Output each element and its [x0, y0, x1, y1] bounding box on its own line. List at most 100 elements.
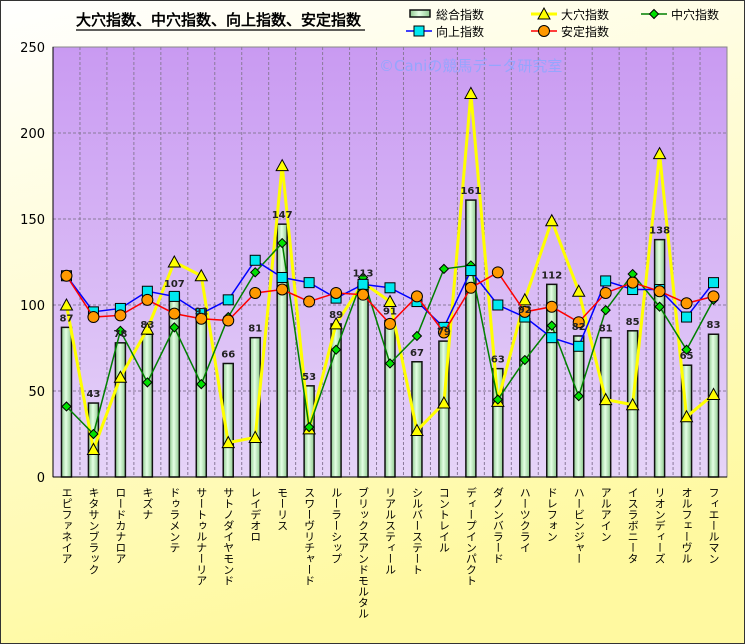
circle-marker [518, 305, 531, 318]
diamond-marker [600, 304, 611, 316]
circle-marker [168, 307, 181, 320]
data-label: 107 [164, 279, 185, 290]
x-tick-label: コントレイル [437, 487, 450, 553]
triangle-marker [140, 322, 155, 335]
triangle-marker [383, 294, 397, 308]
x-tick-label: スワーヴリチャード [303, 487, 316, 586]
y-tick-label: 150 [20, 213, 45, 228]
x-tick-label: ブリックスアンドモルタル [357, 486, 370, 619]
data-label: 63 [491, 355, 505, 366]
triangle-marker [652, 146, 667, 160]
data-label: 91 [194, 306, 208, 317]
line-series-安定指数 [60, 266, 720, 339]
chart-title: 大穴指数、中穴指数、向上指数、安定指数 [76, 11, 362, 29]
circle-marker [464, 281, 477, 294]
data-label: 92 [518, 305, 532, 316]
square-marker [600, 275, 612, 287]
diamond-marker [115, 325, 126, 337]
square-marker [546, 332, 558, 344]
y-tick-label: 250 [20, 41, 45, 56]
triangle-marker [329, 316, 343, 330]
diamond-marker [654, 301, 665, 312]
x-tick-label: ハービンジャー [572, 487, 585, 564]
data-label: 138 [649, 226, 670, 237]
triangle-marker [544, 213, 559, 227]
data-label: 43 [86, 389, 100, 400]
circle-marker [572, 316, 585, 329]
data-label: 66 [221, 349, 235, 360]
y-tick-label: 100 [20, 299, 45, 314]
x-tick-label: ダノンバラード [491, 487, 504, 564]
bar-総合指数 [168, 292, 181, 478]
data-label: 83 [140, 320, 154, 331]
data-label: 161 [460, 186, 481, 197]
bar-総合指数 [357, 281, 369, 478]
circle-marker [410, 290, 423, 303]
diamond-marker [438, 263, 450, 275]
diamond-marker [384, 358, 396, 369]
circle-marker [599, 286, 612, 299]
y-tick-label: 0 [37, 471, 45, 486]
diamond-marker [249, 267, 261, 278]
square-marker [357, 278, 369, 290]
triangle-marker [598, 392, 613, 406]
square-marker [276, 271, 288, 283]
diamond-marker [573, 390, 584, 402]
data-label: 81 [248, 324, 262, 335]
circle-marker [545, 300, 558, 313]
legend-label: 中穴指数 [671, 7, 719, 22]
triangle-marker [410, 423, 424, 437]
square-marker [573, 340, 585, 352]
x-tick-label: ドレフォン [545, 487, 558, 542]
triangle-marker [86, 442, 101, 455]
data-label: 82 [572, 322, 586, 333]
x-tick-label: シルバーステート [410, 487, 423, 575]
circle-marker [357, 288, 370, 301]
bar-総合指数 [141, 333, 154, 478]
circle-marker [680, 297, 693, 310]
triangle-marker [706, 387, 721, 400]
diamond-marker [61, 401, 72, 412]
data-label: 65 [680, 351, 694, 362]
axes: 0 50 100 150 200 250 エピファネイア キタサンブラック ロードカナロア キズナ… [20, 41, 727, 619]
y-tick-label: 50 [28, 385, 45, 400]
circle-marker [141, 293, 154, 306]
square-marker [249, 254, 261, 266]
data-label: 81 [599, 324, 613, 335]
circle-marker [384, 317, 396, 330]
triangle-marker [679, 409, 694, 423]
square-marker [168, 290, 180, 302]
x-tick-label: キタサンブラック [87, 487, 100, 575]
diamond-marker [681, 344, 692, 355]
triangle-marker [167, 254, 182, 268]
y-tick-label: 200 [20, 127, 45, 142]
x-tick-label: ルーラーシップ [330, 487, 343, 564]
triangle-marker [625, 397, 640, 411]
x-tick-label: モーリス [276, 487, 289, 531]
x-tick-label: エピファネイア [60, 487, 73, 564]
triangle-marker [194, 268, 209, 282]
data-label: 112 [541, 270, 562, 281]
square-marker [384, 282, 396, 294]
diamond-marker [546, 320, 557, 331]
bar-総合指数 [599, 336, 612, 478]
circle-marker [87, 311, 100, 324]
legend-circle-marker [538, 25, 550, 37]
triangle-marker [437, 395, 451, 409]
diamond-marker [142, 377, 153, 388]
triangle-marker [221, 435, 236, 449]
bar-総合指数 [707, 333, 720, 478]
circle-marker [60, 269, 73, 282]
diamond-marker [492, 394, 504, 405]
legend-item: 大穴指数 [531, 6, 609, 22]
x-tick-label: リオンディーズ [653, 487, 666, 564]
square-marker [303, 277, 315, 289]
data-label: 87 [60, 313, 74, 324]
circle-marker [249, 286, 262, 299]
bar-総合指数 [572, 335, 585, 478]
legend-bar-swatch [409, 9, 431, 18]
data-label: 79 [437, 327, 451, 338]
circle-marker [195, 312, 208, 325]
